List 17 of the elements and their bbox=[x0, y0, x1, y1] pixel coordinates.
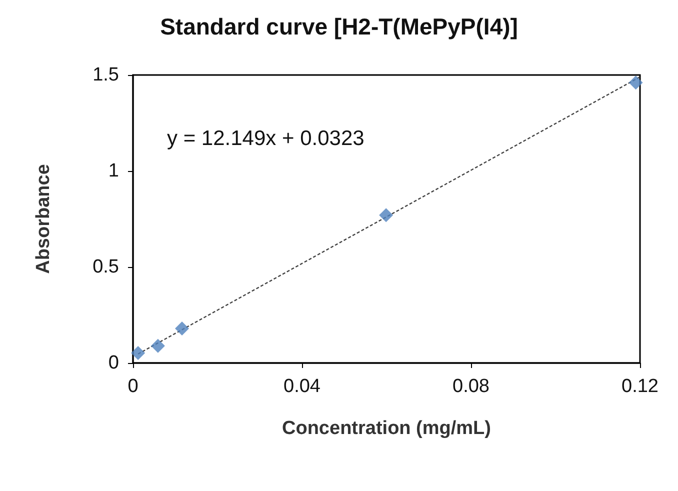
y-tick-label: 1.5 bbox=[92, 64, 119, 86]
y-tick-label: 1 bbox=[108, 160, 119, 182]
point bbox=[175, 321, 190, 336]
y-tick-label: 0 bbox=[108, 352, 119, 374]
x-tick-label: 0.12 bbox=[622, 376, 658, 397]
annotation: y = 12.149x + 0.0323 bbox=[167, 127, 364, 150]
point bbox=[628, 76, 643, 90]
point bbox=[379, 208, 394, 222]
chart-title: Standard curve [H2-T(MePyP(I4)] bbox=[160, 14, 518, 40]
y-axis-title: Absorbance bbox=[33, 164, 54, 274]
x-axis-title: Concentration (mg/mL) bbox=[282, 418, 491, 439]
x-tick-label: 0.04 bbox=[284, 376, 321, 397]
point bbox=[131, 346, 146, 360]
point bbox=[150, 338, 165, 353]
y-tick-label: 0.5 bbox=[92, 256, 119, 278]
x-tick-label: 0 bbox=[128, 376, 138, 397]
x-tick-label: 0.08 bbox=[452, 376, 490, 397]
